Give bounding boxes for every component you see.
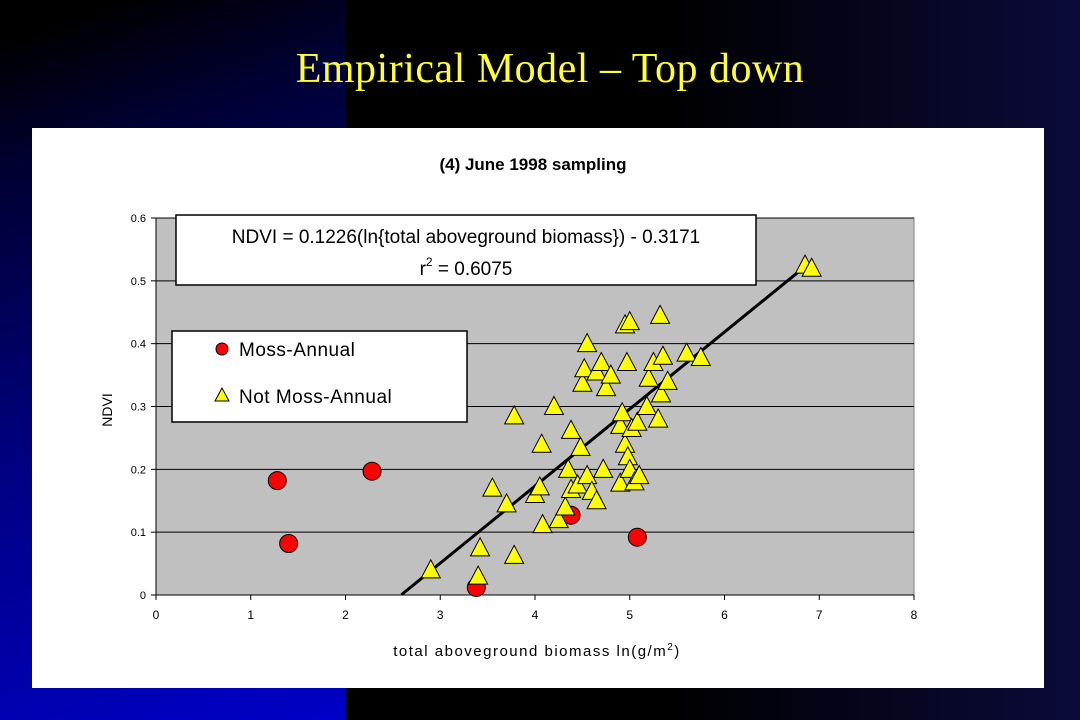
point-not-moss-annual <box>627 411 648 431</box>
x-tick-label: 7 <box>816 608 823 622</box>
legend: Moss-Annual Not Moss-Annual <box>171 330 468 423</box>
point-not-moss-annual <box>420 558 442 579</box>
point-not-moss-annual <box>600 364 622 384</box>
point-not-moss-annual <box>676 342 697 362</box>
point-not-moss-annual <box>801 257 822 277</box>
y-tick-label: 0.2 <box>131 464 146 476</box>
y-tick-label: 0.3 <box>131 402 146 414</box>
trendline <box>400 261 811 596</box>
x-tick-label: 4 <box>532 608 539 622</box>
trendline-group <box>400 261 811 596</box>
point-not-moss-annual <box>576 464 598 485</box>
x-tick-label: 0 <box>153 608 160 622</box>
legend-not-moss-marker <box>214 386 230 402</box>
point-not-moss-annual <box>572 372 593 392</box>
scatter-chart: (4) June 1998 sampling 00.10.20.30.40.50… <box>99 155 918 660</box>
y-tick-label: 0.6 <box>131 213 146 225</box>
point-not-moss-annual <box>467 565 489 585</box>
point-not-moss-annual <box>570 436 591 456</box>
point-not-moss-annual <box>496 492 517 513</box>
point-not-moss-annual <box>611 401 633 422</box>
x-tick-label: 8 <box>911 608 918 622</box>
point-not-moss-annual <box>649 304 671 324</box>
point-not-moss-annual <box>690 346 712 366</box>
legend-moss-marker <box>215 342 229 356</box>
x-tick-label: 2 <box>342 608 349 622</box>
point-not-moss-annual <box>576 332 598 353</box>
point-moss-annual <box>362 461 382 481</box>
y-axis-label: NDVI <box>99 393 115 426</box>
point-not-moss-annual <box>616 351 638 372</box>
y-tick-label: 0 <box>140 590 146 602</box>
point-not-moss-annual <box>503 404 525 425</box>
equation-line: NDVI = 0.1226(ln{total aboveground bioma… <box>232 227 700 248</box>
point-not-moss-annual <box>532 513 553 534</box>
x-tick-label: 1 <box>247 608 254 622</box>
point-not-moss-annual <box>543 395 565 415</box>
point-not-moss-annual <box>652 345 674 365</box>
x-tick-label: 3 <box>437 608 444 622</box>
point-not-moss-annual <box>503 544 525 564</box>
point-not-moss-annual <box>469 536 491 557</box>
chart-panel: (4) June 1998 sampling 0 0.1 0.2 0.3 0.4 0.5 0… <box>32 128 1044 688</box>
x-tick-label: 5 <box>626 608 633 622</box>
point-not-moss-annual <box>650 382 672 403</box>
point-not-moss-annual <box>548 508 570 529</box>
point-not-moss-annual <box>554 495 576 516</box>
point-not-moss-annual <box>529 475 551 496</box>
point-not-moss-annual <box>482 477 503 497</box>
point-not-moss-annual <box>560 419 582 439</box>
x-tick-label: 6 <box>721 608 728 622</box>
point-not-moss-annual <box>628 464 650 485</box>
point-moss-annual <box>627 527 647 547</box>
point-not-moss-annual <box>638 367 660 387</box>
point-moss-annual <box>279 533 299 553</box>
point-not-moss-annual <box>657 370 678 390</box>
point-not-moss-annual <box>592 458 614 478</box>
point-not-moss-annual <box>590 351 612 372</box>
point-not-moss-annual <box>557 458 579 478</box>
tick-labels: 0 0.1 0.2 0.3 0.4 0.5 0.6 0 1 2 3 4 5 6 7 8 <box>131 213 918 622</box>
legend-not-moss-label: Not Moss-Annual <box>239 387 392 408</box>
point-not-moss-annual <box>609 472 631 492</box>
point-not-moss-annual <box>619 310 641 331</box>
point-not-moss-annual <box>586 489 607 510</box>
slide-title: Empirical Model – Top down <box>295 46 805 92</box>
point-not-moss-annual <box>573 357 595 378</box>
data-points <box>267 254 822 597</box>
point-not-moss-annual <box>609 414 631 434</box>
point-not-moss-annual <box>636 395 658 415</box>
x-axis-label: total aboveground biomass ln(g/m2) <box>393 642 681 660</box>
legend-moss-label: Moss-Annual <box>239 340 355 361</box>
y-tick-label: 0.5 <box>131 276 146 288</box>
y-tick-label: 0.1 <box>131 527 146 539</box>
point-not-moss-annual <box>531 433 552 453</box>
chart-title: (4) June 1998 sampling <box>439 155 626 174</box>
y-tick-label: 0.4 <box>131 339 146 351</box>
point-not-moss-annual <box>595 376 617 397</box>
equation-box: NDVI = 0.1226(ln{total aboveground bioma… <box>175 214 757 286</box>
axes <box>151 217 915 600</box>
point-moss-annual <box>267 471 287 491</box>
r-squared-line: r2 = 0.6075 <box>420 255 513 280</box>
point-not-moss-annual <box>647 407 669 428</box>
